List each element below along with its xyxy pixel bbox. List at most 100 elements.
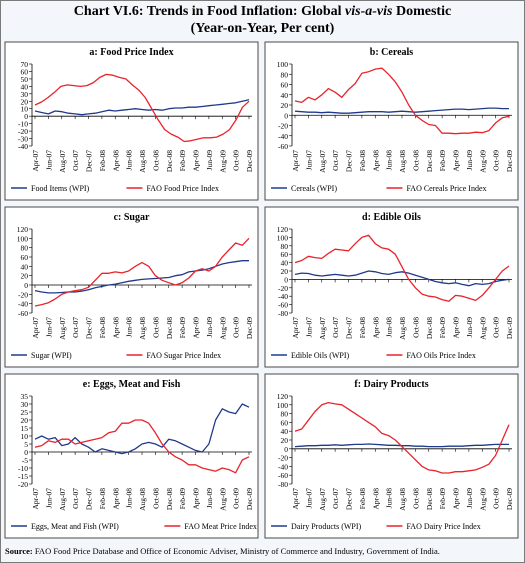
page-title: Chart VI.6: Trends in Food Inflation: Gl… (73, 4, 452, 19)
x-tick-label: Oct-09 (232, 317, 241, 338)
x-tick-label: Dec-09 (245, 488, 254, 510)
y-tick-label: -60 (18, 309, 28, 318)
y-tick-label: -30 (18, 135, 28, 144)
x-tick-label: Aug-09 (478, 150, 487, 173)
y-tick-label: 60 (21, 67, 29, 76)
x-tick-label: Feb-09 (438, 488, 447, 509)
x-tick-label: Apr-08 (371, 317, 380, 339)
x-tick-label: Apr-07 (291, 488, 300, 510)
x-tick-label: Jun-09 (205, 488, 214, 509)
x-tick-label: Jun-09 (205, 317, 214, 338)
panel-border (4, 206, 259, 368)
x-tick-label: Aug-08 (138, 317, 147, 340)
legend-label: Cereals (WPI) (291, 184, 337, 193)
y-tick-label: 40 (21, 262, 29, 271)
x-tick-label: Aug-07 (58, 317, 67, 340)
panel-4: d: Edible Oils 120100806040200-20-40-60-8… (264, 206, 519, 368)
panel-title: c: Sugar (114, 212, 150, 223)
x-tick-label: Dec-08 (425, 488, 434, 510)
source-note: Source: FAO Food Price Database and Offi… (5, 546, 440, 556)
y-tick-label: 80 (281, 242, 289, 251)
legend-label: FAO Cereals Price Index (406, 184, 486, 193)
y-tick-label: -40 (278, 132, 288, 141)
x-tick-label: Dec-09 (505, 150, 514, 172)
panel-title: f: Dairy Products (354, 379, 428, 390)
series-line-fao (34, 73, 250, 143)
x-tick-label: Feb-08 (98, 150, 107, 171)
panel-title: e: Eggs, Meat and Fish (83, 379, 181, 390)
series-line-fao (34, 419, 250, 474)
x-tick-label: Apr-08 (111, 317, 120, 339)
x-tick-label: Oct-08 (151, 317, 160, 338)
y-tick-label: -60 (278, 471, 288, 480)
series-line-fao (34, 237, 250, 307)
y-tick-label: 25 (21, 408, 29, 417)
y-tick-label: 120 (277, 392, 289, 401)
page-subtitle: (Year-on-Year, Per cent) (190, 21, 335, 36)
x-tick-label: Apr-09 (192, 488, 201, 510)
x-tick-label: Dec-07 (345, 317, 354, 339)
y-tick-label: 10 (21, 105, 29, 114)
x-tick-label: Oct-09 (492, 150, 501, 171)
y-tick-label: -15 (18, 472, 28, 481)
x-tick-label: Oct-08 (151, 488, 160, 509)
x-tick-label: Aug-07 (318, 150, 327, 173)
y-tick-label: 60 (281, 418, 289, 427)
x-tick-label: Apr-08 (371, 150, 380, 172)
y-tick-label: 20 (281, 101, 289, 110)
panel-title: b: Cereals (370, 47, 414, 58)
x-tick-label: Apr-09 (192, 150, 201, 172)
legend-label: FAO Dairy Price Index (406, 522, 480, 531)
y-tick-label: 0 (24, 281, 28, 290)
panel-border (4, 373, 259, 539)
y-tick-label: 40 (281, 91, 289, 100)
x-tick-label: Jun-09 (465, 317, 474, 338)
series-line-domestic (294, 107, 509, 114)
y-tick-label: 0 (24, 112, 28, 121)
x-tick-label: Dec-09 (245, 150, 254, 172)
x-tick-label: Jun-07 (44, 488, 53, 509)
x-tick-label: Oct-07 (71, 488, 80, 509)
panel-border (264, 373, 519, 539)
panel-5: e: Eggs, Meat and Fish35302520151050-5-1… (4, 373, 259, 539)
y-tick-label: 15 (21, 424, 29, 433)
legend-label: FAO Meat Price Index (184, 522, 257, 531)
y-tick-label: -10 (18, 120, 28, 129)
x-tick-label: Jun-08 (385, 150, 394, 171)
x-tick-label: Apr-08 (111, 488, 120, 510)
x-tick-label: Dec-08 (165, 317, 174, 339)
x-tick-label: Feb-08 (98, 317, 107, 338)
y-tick-label: 120 (17, 225, 29, 234)
x-tick-label: Apr-09 (192, 317, 201, 339)
y-tick-label: -80 (278, 309, 288, 318)
x-tick-label: Apr-07 (31, 150, 40, 172)
y-tick-label: -5 (22, 456, 28, 465)
y-tick-label: 60 (281, 81, 289, 90)
y-tick-label: 40 (281, 259, 289, 268)
y-tick-label: 20 (21, 272, 29, 281)
x-tick-label: Aug-08 (138, 488, 147, 511)
x-tick-label: Oct-09 (492, 488, 501, 509)
x-tick-label: Oct-08 (151, 150, 160, 171)
x-tick-label: Aug-08 (398, 488, 407, 511)
y-tick-label: -80 (278, 480, 288, 489)
x-tick-label: Apr-08 (111, 150, 120, 172)
y-tick-label: 60 (21, 253, 29, 262)
x-tick-label: Apr-09 (452, 488, 461, 510)
x-tick-label: Feb-08 (358, 488, 367, 509)
y-tick-label: -20 (18, 290, 28, 299)
x-tick-label: Dec-07 (345, 488, 354, 510)
x-tick-label: Jun-07 (44, 317, 53, 338)
y-tick-label: 30 (21, 90, 29, 99)
x-tick-label: Feb-09 (438, 150, 447, 171)
x-tick-label: Dec-07 (85, 317, 94, 339)
series-line-fao (294, 401, 510, 474)
x-tick-label: Oct-07 (331, 488, 340, 509)
x-tick-label: Oct-09 (232, 488, 241, 509)
x-tick-label: Aug-08 (398, 150, 407, 173)
y-tick-label: 80 (21, 244, 29, 253)
x-tick-label: Oct-07 (71, 317, 80, 338)
x-tick-label: Jun-08 (385, 317, 394, 338)
panel-border (264, 206, 519, 368)
